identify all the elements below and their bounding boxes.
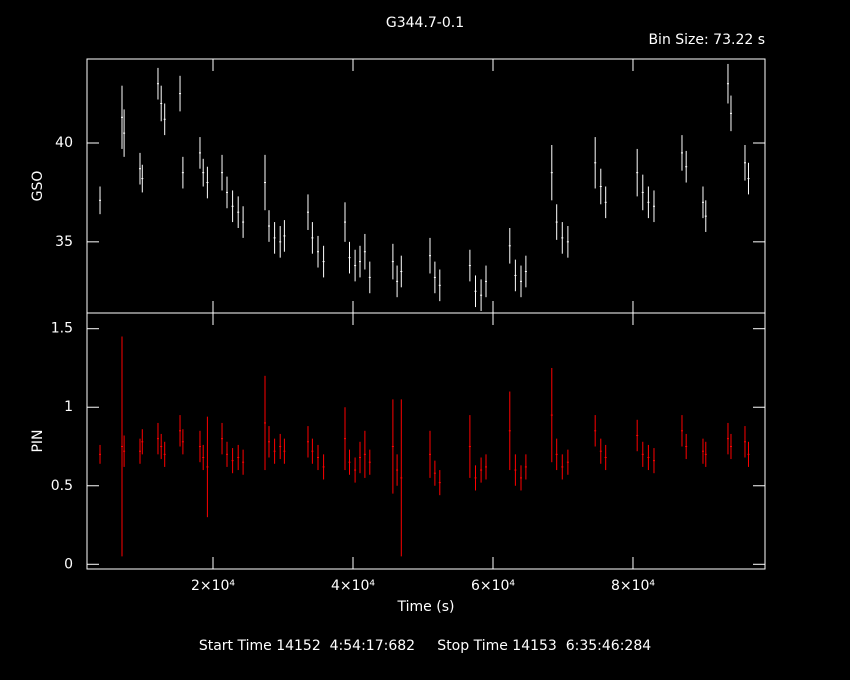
- y-axis-label: PIN: [30, 429, 46, 452]
- y-axis-label: GSO: [30, 171, 46, 202]
- y-tick-label: 1: [64, 399, 73, 415]
- x-tick-label: 8×10⁴: [611, 578, 655, 594]
- chart-title: G344.7-0.1: [386, 15, 464, 31]
- y-tick-label: 35: [55, 234, 73, 250]
- x-tick-label: 6×10⁴: [471, 578, 515, 594]
- x-axis-label: Time (s): [397, 599, 455, 615]
- bin-size: Bin Size: 73.22 s: [648, 32, 765, 48]
- y-tick-label: 0: [64, 556, 73, 572]
- top-frame: [86, 58, 766, 314]
- y-tick-label: 1.5: [51, 321, 73, 337]
- y-tick-label: 40: [55, 135, 73, 151]
- time-range: Start Time 14152 4:54:17:682 Stop Time 1…: [199, 638, 651, 654]
- x-tick-label: 4×10⁴: [331, 578, 375, 594]
- y-tick-label: 0.5: [51, 478, 73, 494]
- x-tick-label: 2×10⁴: [191, 578, 235, 594]
- bottom-frame: [86, 312, 766, 570]
